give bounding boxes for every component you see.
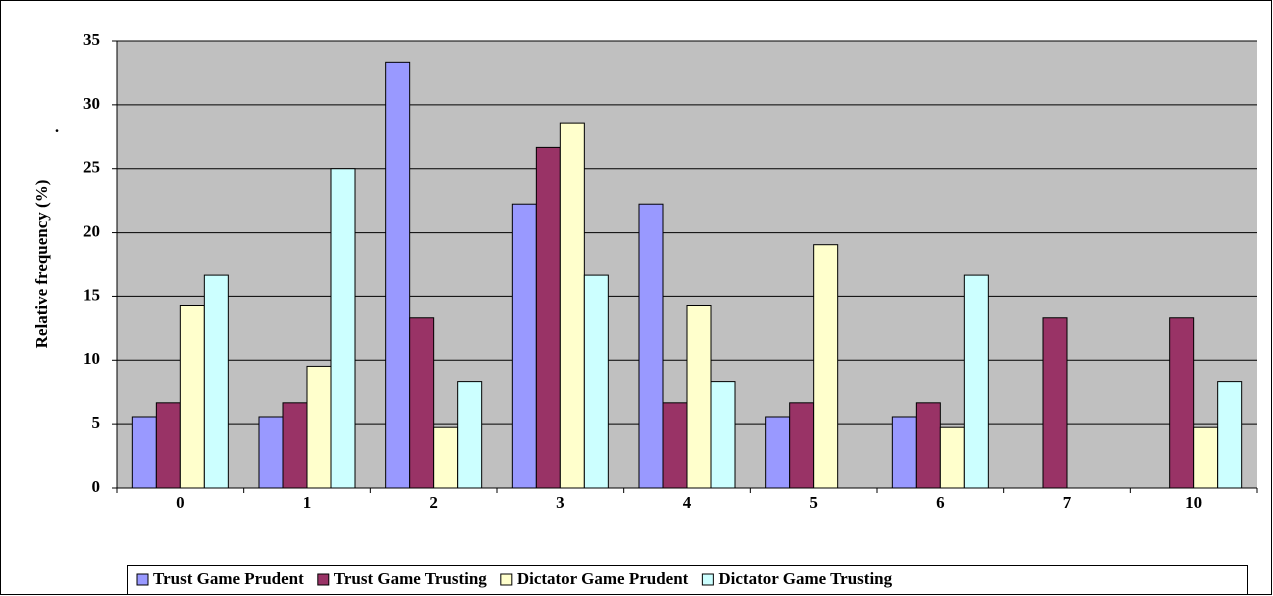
legend-label: Dictator Game Prudent — [517, 569, 689, 588]
bar — [385, 61, 411, 489]
bar — [813, 244, 839, 489]
x-tick-label: 6 — [936, 493, 945, 512]
x-tick-label: 3 — [556, 493, 565, 512]
bar — [306, 365, 332, 489]
bar — [433, 426, 459, 489]
bar — [330, 168, 356, 489]
legend-box — [127, 565, 1248, 595]
legend-swatch — [317, 573, 330, 586]
bar — [789, 402, 815, 489]
legend-swatch — [136, 573, 149, 586]
x-tick-label: 10 — [1185, 493, 1202, 512]
bar — [891, 416, 917, 489]
bar — [1169, 317, 1195, 489]
bar — [258, 416, 284, 489]
x-tick-label: 1 — [303, 493, 312, 512]
y-tick-label: 5 — [92, 413, 101, 432]
bar — [710, 381, 736, 489]
bar — [131, 416, 157, 489]
y-tick-label: 10 — [83, 349, 100, 368]
bar — [409, 317, 435, 489]
bar — [559, 122, 585, 489]
bar — [457, 381, 483, 489]
y-tick-label: 30 — [83, 94, 100, 113]
y-axis-label: Relative frequency (%) — [32, 180, 51, 349]
bar — [203, 274, 229, 489]
x-tick-label: 4 — [683, 493, 692, 512]
y-tick-label: 35 — [83, 30, 100, 49]
legend-label: Dictator Game Trusting — [718, 569, 892, 588]
bar — [583, 274, 609, 489]
bar — [662, 402, 688, 489]
legend-label: Trust Game Prudent — [153, 569, 304, 588]
bar — [765, 416, 791, 489]
x-tick-label: 5 — [809, 493, 818, 512]
bar — [1217, 381, 1243, 489]
bar — [511, 203, 537, 489]
bar — [686, 304, 712, 489]
bar — [915, 402, 941, 489]
bar — [179, 304, 205, 489]
legend-swatch — [701, 573, 714, 586]
bar — [1042, 317, 1068, 489]
legend-swatch — [500, 573, 513, 586]
bar — [638, 203, 664, 489]
bar — [282, 402, 308, 489]
bar — [1193, 426, 1219, 489]
bar — [939, 426, 965, 489]
y-tick-label: 25 — [83, 158, 100, 177]
x-tick-label: 7 — [1063, 493, 1072, 512]
y-tick-label: 15 — [83, 285, 100, 304]
x-tick-label: 2 — [429, 493, 438, 512]
bar — [963, 274, 989, 489]
bar — [535, 146, 561, 489]
legend-label: Trust Game Trusting — [334, 569, 488, 588]
y-tick-label: 20 — [83, 221, 100, 240]
x-tick-label: 0 — [176, 493, 185, 512]
annotation: . — [55, 117, 59, 136]
y-tick-label: 0 — [92, 477, 101, 496]
bar — [155, 402, 181, 489]
